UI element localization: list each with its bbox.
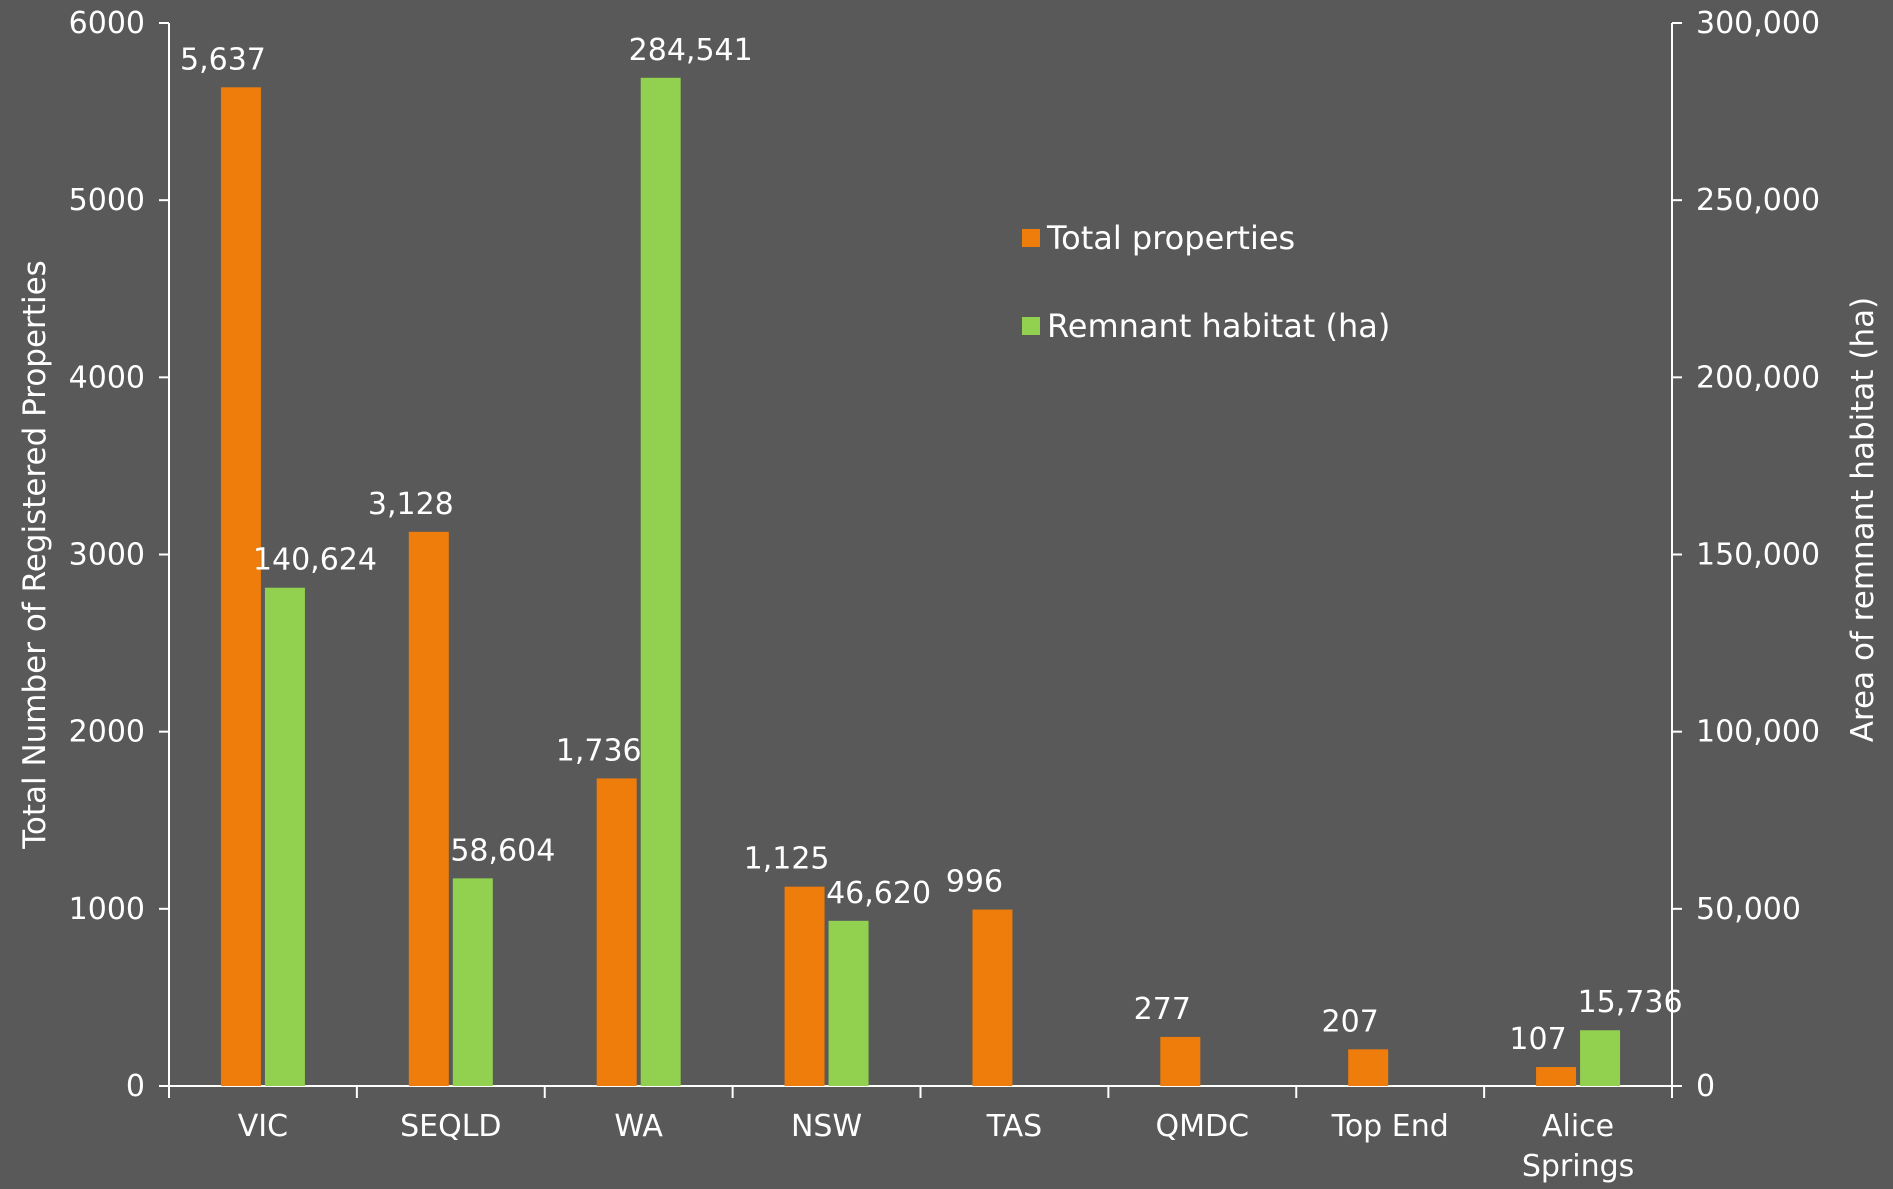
x-axis-category-label-line: QMDC: [1156, 1109, 1250, 1144]
x-axis-category-label-line: VIC: [238, 1109, 288, 1144]
bar-total-properties: [220, 87, 261, 1086]
legend-swatch: [1022, 229, 1040, 247]
data-label: 15,736: [1578, 985, 1683, 1020]
data-label: 207: [1322, 1004, 1379, 1039]
data-label: 140,624: [253, 543, 377, 578]
data-label: 1,125: [744, 842, 830, 877]
data-labels: 5,637 140,624 3,128 58,604 1,736 284,541 1,125…: [180, 33, 1683, 1057]
data-label: 3,128: [368, 487, 454, 522]
right-axis-tick-label: 150,000: [1696, 538, 1820, 573]
x-axis-category-label: VIC: [238, 1109, 288, 1144]
left-axis-tick-label: 6000: [69, 6, 145, 41]
x-axis-category-label-line: TAS: [986, 1109, 1043, 1144]
x-axis-category-label-line: SEQLD: [400, 1109, 501, 1144]
right-axis-tick-label: 250,000: [1696, 183, 1820, 218]
x-axis-category-label: Alice Springs: [1522, 1109, 1634, 1184]
bar-total-properties: [408, 531, 449, 1086]
data-label: 1,736: [556, 733, 642, 768]
x-axis-category-label-line: Springs: [1522, 1149, 1634, 1184]
data-label: 107: [1509, 1022, 1566, 1057]
right-axis-tick-label: 300,000: [1696, 6, 1820, 41]
data-label: 46,620: [826, 876, 931, 911]
right-axis-tick-label: 0: [1696, 1069, 1715, 1104]
data-label: 5,637: [180, 42, 266, 77]
left-axis-tick-label: 2000: [69, 715, 145, 750]
right-axis-tick-label: 200,000: [1696, 360, 1820, 395]
data-label: 277: [1134, 992, 1191, 1027]
x-axis-category-label: QMDC: [1156, 1109, 1250, 1144]
legend-swatch: [1022, 317, 1040, 335]
legend: Total properties Remnant habitat (ha): [1022, 219, 1390, 345]
x-axis-category-label-line: Alice: [1542, 1109, 1614, 1144]
bar-total-properties: [1348, 1049, 1389, 1086]
bar-total-properties: [1160, 1036, 1201, 1086]
x-axis-category-label: TAS: [986, 1109, 1043, 1144]
bar-remnant-habitat: [452, 878, 493, 1086]
right-axis-tick-label: 100,000: [1696, 715, 1820, 750]
left-axis-title: Total Number of Registered Properties: [17, 260, 53, 850]
bar-remnant-habitat: [828, 920, 869, 1086]
data-label: 996: [946, 865, 1003, 900]
x-axis-category-label-line: NSW: [791, 1109, 862, 1144]
right-axis-title: Area of remnant habitat (ha): [1845, 297, 1881, 743]
bar-remnant-habitat: [1580, 1030, 1621, 1086]
legend-label: Total properties: [1046, 219, 1295, 257]
bar-remnant-habitat: [264, 587, 305, 1086]
x-axis-category-label: Top End: [1331, 1109, 1449, 1144]
data-label: 58,604: [450, 833, 555, 868]
left-axis-tick-label: 4000: [69, 360, 145, 395]
right-axis-tick-label: 50,000: [1696, 892, 1801, 927]
x-axis-category-label: SEQLD: [400, 1109, 501, 1144]
x-axis-category-label: NSW: [791, 1109, 862, 1144]
left-axis-tick-label: 1000: [69, 892, 145, 927]
left-axis-tick-label: 0: [126, 1069, 145, 1104]
legend-label: Remnant habitat (ha): [1047, 307, 1390, 345]
bar-total-properties: [596, 778, 637, 1086]
bars: [220, 77, 1621, 1087]
bar-remnant-habitat: [640, 77, 681, 1087]
bar-total-properties: [784, 886, 825, 1086]
x-axis-category-label-line: Top End: [1331, 1109, 1449, 1144]
data-label: 284,541: [629, 33, 753, 68]
bar-total-properties: [1536, 1067, 1577, 1086]
x-axis-category-label-line: WA: [614, 1109, 663, 1144]
bar-total-properties: [972, 909, 1013, 1086]
left-axis-tick-label: 5000: [69, 183, 145, 218]
x-axis-category-label: WA: [614, 1109, 663, 1144]
left-axis-tick-label: 3000: [69, 538, 145, 573]
